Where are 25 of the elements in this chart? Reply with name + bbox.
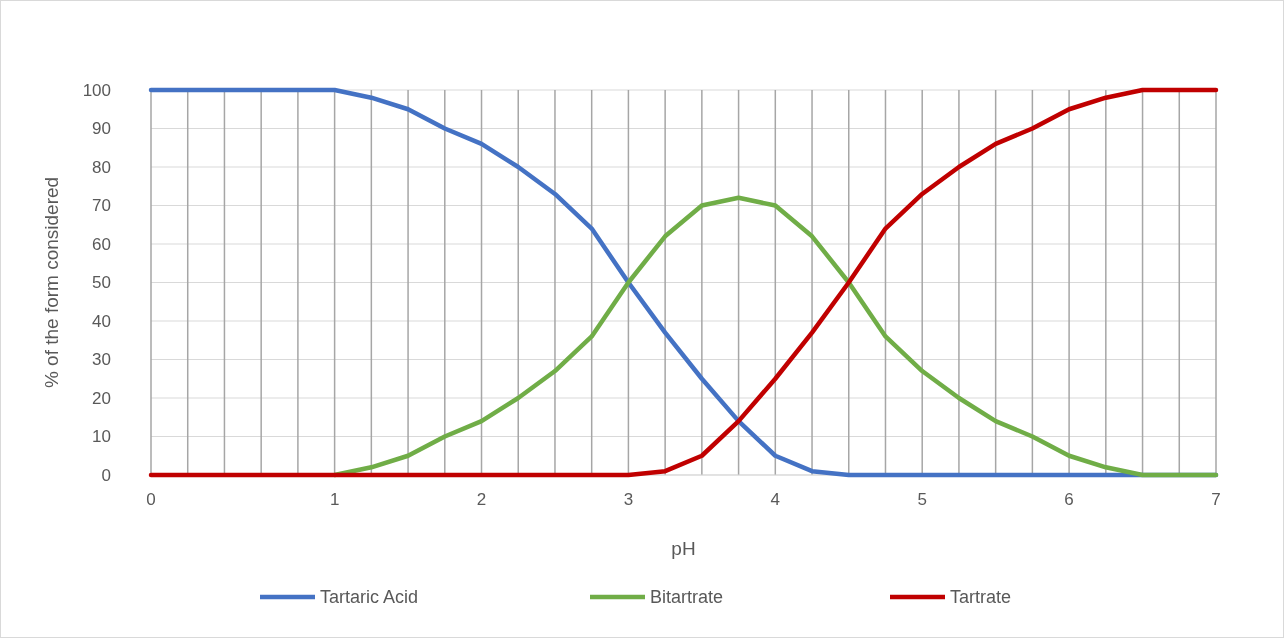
y-tick-label: 0 <box>101 465 111 485</box>
y-tick-label: 60 <box>92 234 111 254</box>
legend-label: Bitartrate <box>650 587 724 608</box>
line-series <box>148 87 1219 478</box>
y-tick-label: 30 <box>92 350 111 370</box>
x-tick-label: 4 <box>770 490 781 509</box>
legend-label: Tartaric Acid <box>320 587 419 608</box>
x-tick-label: 7 <box>1211 490 1221 509</box>
x-tick-label: 2 <box>476 490 487 509</box>
y-axis-title: % of the form considered <box>41 176 62 389</box>
y-tick-label: 80 <box>92 157 111 177</box>
x-tick-label: 1 <box>329 490 340 509</box>
legend-label: Tartrate <box>950 587 1012 608</box>
y-tick-label: 50 <box>92 273 111 293</box>
y-tick-label: 90 <box>92 119 111 139</box>
x-tick-label: 0 <box>146 490 156 509</box>
x-tick-label: 3 <box>623 490 634 509</box>
y-tick-label: 20 <box>92 388 111 408</box>
y-tick-label: 100 <box>82 80 111 100</box>
x-axis-title: pH <box>671 538 696 559</box>
x-tick-label: 5 <box>917 490 927 509</box>
x-tick-label: 6 <box>1064 490 1074 509</box>
y-tick-label: 40 <box>92 311 111 331</box>
y-tick-label: 10 <box>92 427 111 447</box>
y-tick-label: 70 <box>92 196 111 216</box>
